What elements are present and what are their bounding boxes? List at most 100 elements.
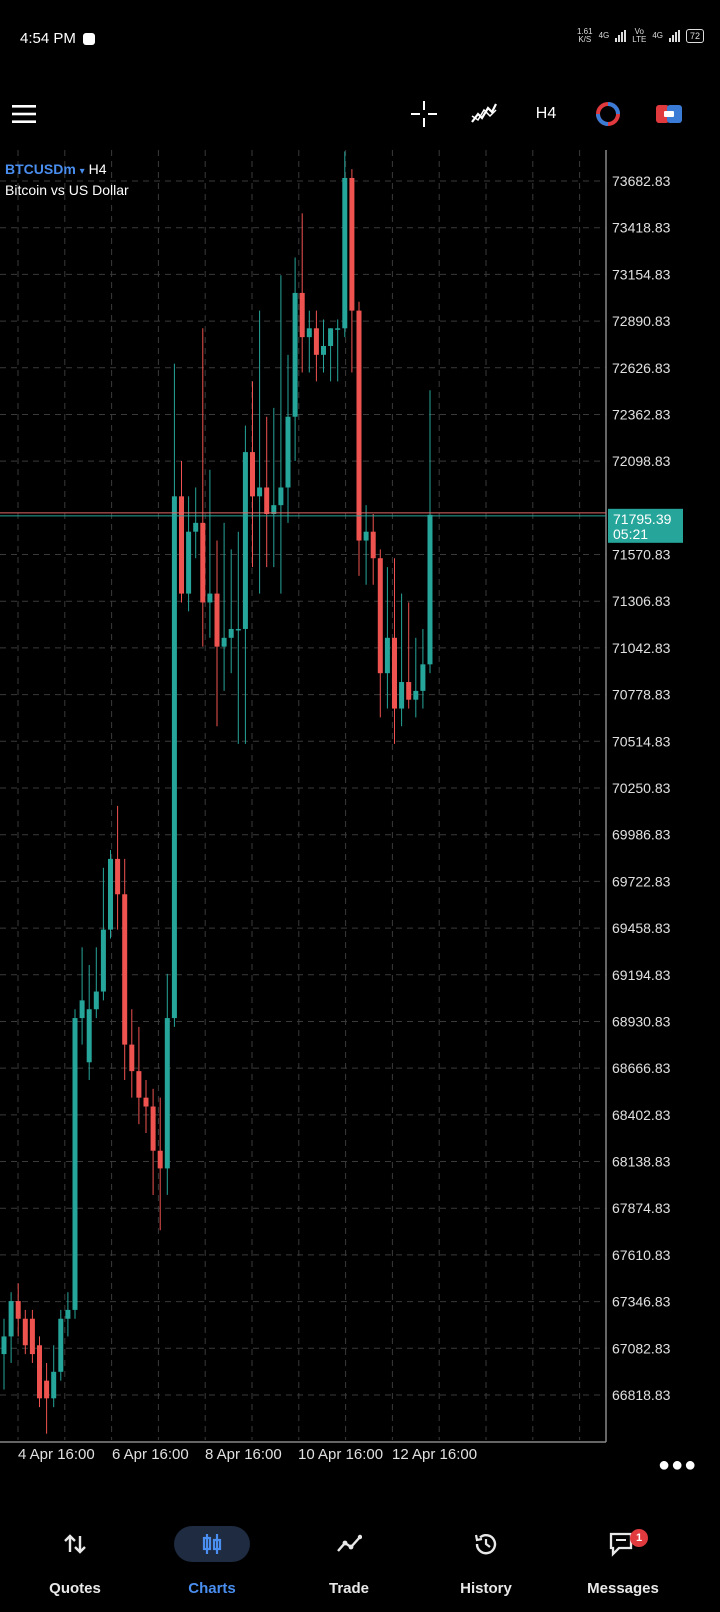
x-tick-label: 8 Apr 16:00: [205, 1446, 282, 1463]
y-tick-label: 70514.83: [612, 733, 671, 749]
net-speed: 1.61 K/S: [577, 28, 593, 44]
y-tick-label: 68138.83: [612, 1154, 671, 1170]
hamburger-menu-icon[interactable]: [4, 94, 44, 134]
candle-body: [58, 1318, 64, 1372]
battery-level: 72: [689, 31, 700, 41]
chart-info: BTCUSDm ▾ H4 Bitcoin vs US Dollar: [5, 160, 129, 199]
candlestick-chart[interactable]: 73682.83 73418.83 73154.83 72890.83 72626.83…: [0, 145, 720, 1495]
candle-body: [44, 1380, 50, 1399]
y-tick-label: 71570.83: [612, 547, 671, 563]
y-tick-label: 72626.83: [612, 360, 671, 376]
candle-body: [335, 328, 341, 330]
candle-body: [51, 1371, 57, 1399]
y-tick-label: 73154.83: [612, 266, 671, 282]
bar-countdown: 05:21: [613, 526, 648, 542]
nav-charts[interactable]: Charts: [152, 1510, 272, 1612]
nav-charts-label: Charts: [188, 1580, 236, 1597]
history-clock-icon: [460, 1526, 512, 1562]
symbol-timeframe: H4: [88, 161, 107, 177]
candle-body: [349, 177, 355, 311]
candle-body: [186, 531, 192, 594]
candle-body: [321, 345, 326, 355]
candle-body: [150, 1106, 156, 1151]
y-tick-label: 66818.83: [612, 1387, 671, 1403]
status-bar: 4:54 PM 1.61 K/S 4G Vo LTE 4G 72: [0, 0, 720, 80]
candle-body: [179, 496, 184, 594]
candle-body: [406, 682, 412, 700]
candle-body: [1, 1336, 7, 1355]
candle-body: [306, 328, 312, 338]
notification-dot-icon: [83, 33, 95, 45]
crosshair-icon[interactable]: [404, 94, 444, 134]
candle-body: [108, 858, 113, 930]
more-dots-icon[interactable]: ●●●: [658, 1454, 698, 1476]
chart-toolbar: H4: [0, 82, 720, 144]
volte-indicator: Vo LTE: [632, 28, 646, 44]
trading-signals-icon[interactable]: [588, 94, 628, 134]
y-tick-label: 67346.83: [612, 1294, 671, 1310]
volte-bottom: LTE: [632, 35, 647, 44]
symbol-dropdown-icon[interactable]: ▾: [79, 166, 85, 177]
nav-messages-label: Messages: [587, 1580, 659, 1597]
candle-body: [384, 637, 390, 674]
current-price-label-bg: [608, 508, 683, 543]
status-indicators: 1.61 K/S 4G Vo LTE 4G 72: [577, 28, 704, 44]
candle-body: [214, 593, 220, 647]
status-time: 4:54 PM: [20, 30, 76, 47]
candle-body: [221, 637, 227, 647]
candle-body: [22, 1318, 28, 1346]
candle-body: [285, 416, 291, 488]
candle-body: [356, 310, 362, 541]
quotes-arrows-icon: [49, 1526, 101, 1562]
candle-body: [392, 637, 397, 709]
candle-body: [171, 496, 177, 1019]
nav-history-label: History: [460, 1580, 512, 1597]
symbol-line: BTCUSDm ▾ H4: [5, 160, 129, 181]
candle-body: [157, 1150, 163, 1169]
y-tick-label: 72362.83: [612, 406, 671, 422]
bottom-navigation: Quotes Charts Trade History 1 Messages: [0, 1510, 720, 1612]
y-tick-label: 70250.83: [612, 780, 671, 796]
candle-body: [143, 1097, 149, 1107]
network-1: 4G: [599, 32, 610, 40]
account-switch-icon[interactable]: [649, 94, 689, 134]
candle-body: [115, 858, 121, 895]
candle-body: [15, 1301, 21, 1319]
y-tick-label: 71042.83: [612, 640, 671, 656]
candle-body: [257, 487, 263, 497]
y-tick-label: 67874.83: [612, 1200, 671, 1216]
nav-quotes[interactable]: Quotes: [15, 1510, 135, 1612]
nav-trade[interactable]: Trade: [289, 1510, 409, 1612]
signal-1-icon: [615, 30, 627, 42]
y-tick-label: 70778.83: [612, 687, 671, 703]
network-2-label: 4G: [652, 31, 663, 40]
candle-body: [8, 1301, 14, 1337]
candle-body: [65, 1309, 71, 1319]
candle-body: [72, 1018, 78, 1310]
signal-2-icon: [668, 30, 680, 42]
candle-body: [228, 628, 234, 638]
candle-body: [235, 628, 241, 631]
candle-body: [299, 292, 305, 338]
candle-body: [427, 514, 433, 665]
timeframe-button[interactable]: H4: [526, 94, 566, 134]
nav-history[interactable]: History: [426, 1510, 546, 1612]
candle-body: [271, 505, 277, 515]
volte-top: Vo: [634, 27, 644, 36]
y-tick-label: 68666.83: [612, 1060, 671, 1076]
y-tick-label: 71306.83: [612, 593, 671, 609]
candle-body: [79, 1000, 85, 1019]
candle-body: [37, 1345, 42, 1399]
trade-line-icon: [323, 1526, 375, 1562]
nav-messages[interactable]: 1 Messages: [563, 1510, 683, 1612]
y-tick-label: 68402.83: [612, 1107, 671, 1123]
indicators-icon[interactable]: [464, 94, 504, 134]
net-speed-unit: K/S: [578, 35, 592, 44]
candle-body: [122, 894, 128, 1045]
symbol-name[interactable]: BTCUSDm: [5, 161, 76, 177]
nav-trade-label: Trade: [328, 1580, 370, 1597]
candle-body: [399, 682, 405, 709]
timeframe-label: H4: [535, 105, 557, 122]
candle-body: [342, 177, 348, 329]
price-chart[interactable]: 73682.83 73418.83 73154.83 72890.83 72626.83…: [0, 145, 720, 1495]
